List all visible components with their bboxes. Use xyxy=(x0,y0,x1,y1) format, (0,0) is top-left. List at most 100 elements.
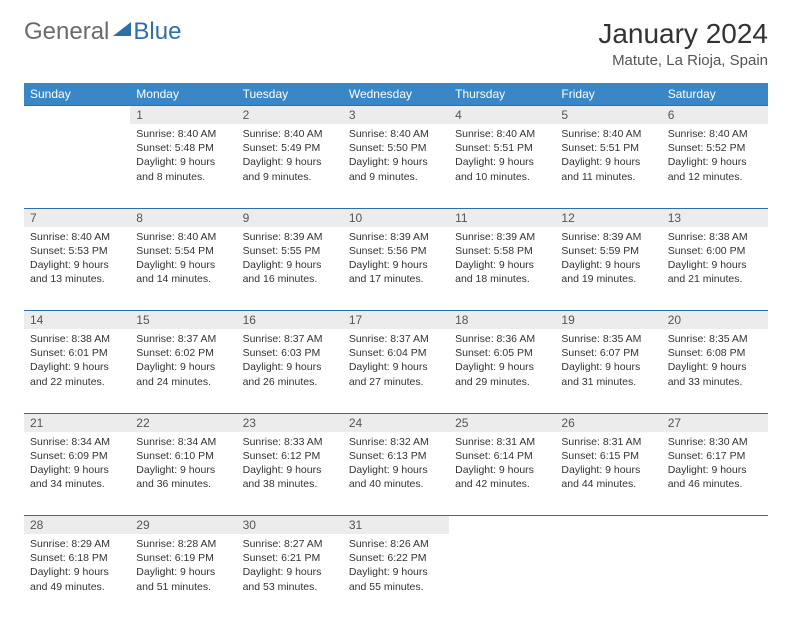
day-content-cell: Sunrise: 8:40 AMSunset: 5:49 PMDaylight:… xyxy=(237,124,343,208)
day-content-cell xyxy=(555,534,661,618)
day-content-cell: Sunrise: 8:34 AMSunset: 6:10 PMDaylight:… xyxy=(130,432,236,516)
day-number-row: 123456 xyxy=(24,106,768,125)
day-content-cell xyxy=(449,534,555,618)
day-content-cell: Sunrise: 8:28 AMSunset: 6:19 PMDaylight:… xyxy=(130,534,236,618)
day-number-cell xyxy=(449,516,555,535)
day-number-cell: 5 xyxy=(555,106,661,125)
sunset-line: Sunset: 5:53 PM xyxy=(30,244,124,258)
day-number-cell: 23 xyxy=(237,413,343,432)
sunset-line: Sunset: 6:22 PM xyxy=(349,551,443,565)
sunrise-line: Sunrise: 8:34 AM xyxy=(136,435,230,449)
sunrise-line: Sunrise: 8:30 AM xyxy=(668,435,762,449)
daylight-line: Daylight: 9 hours and 8 minutes. xyxy=(136,155,230,183)
daylight-line: Daylight: 9 hours and 36 minutes. xyxy=(136,463,230,491)
day-content-cell: Sunrise: 8:37 AMSunset: 6:02 PMDaylight:… xyxy=(130,329,236,413)
daylight-line: Daylight: 9 hours and 14 minutes. xyxy=(136,258,230,286)
day-number-cell xyxy=(24,106,130,125)
day-content-row: Sunrise: 8:29 AMSunset: 6:18 PM Daylight:… xyxy=(24,534,768,618)
day-number-cell: 3 xyxy=(343,106,449,125)
sunrise-line: Sunrise: 8:39 AM xyxy=(349,230,443,244)
sunrise-line: Sunrise: 8:39 AM xyxy=(243,230,337,244)
sunset-line: Sunset: 6:13 PM xyxy=(349,449,443,463)
day-number-cell: 8 xyxy=(130,208,236,227)
daylight-line: Daylight: 9 hours and 55 minutes. xyxy=(349,565,443,593)
day-content-row: Sunrise: 8:38 AMSunset: 6:01 PMDaylight:… xyxy=(24,329,768,413)
weekday-header: Tuesday xyxy=(237,83,343,106)
daylight-line: Daylight: 9 hours and 40 minutes. xyxy=(349,463,443,491)
day-number-cell: 13 xyxy=(662,208,768,227)
sunrise-line: Sunrise: 8:40 AM xyxy=(349,127,443,141)
daylight-line: Daylight: 9 hours and 53 minutes. xyxy=(243,565,337,593)
day-content-cell: Sunrise: 8:39 AMSunset: 5:59 PMDaylight:… xyxy=(555,227,661,311)
sunset-line: Sunset: 5:55 PM xyxy=(243,244,337,258)
day-number-cell: 30 xyxy=(237,516,343,535)
sunset-line: Sunset: 5:58 PM xyxy=(455,244,549,258)
day-number-cell: 27 xyxy=(662,413,768,432)
day-number-cell: 25 xyxy=(449,413,555,432)
sunrise-line: Sunrise: 8:37 AM xyxy=(349,332,443,346)
sunset-line: Sunset: 5:48 PM xyxy=(136,141,230,155)
sunrise-line: Sunrise: 8:40 AM xyxy=(30,230,124,244)
day-number-cell: 24 xyxy=(343,413,449,432)
daylight-line: Daylight: 9 hours and 16 minutes. xyxy=(243,258,337,286)
daylight-line: Daylight: 9 hours and 29 minutes. xyxy=(455,360,549,388)
daylight-line: Daylight: 9 hours and 44 minutes. xyxy=(561,463,655,491)
daylight-line: Daylight: 9 hours and 9 minutes. xyxy=(349,155,443,183)
weekday-header: Thursday xyxy=(449,83,555,106)
daylight-line: Daylight: 9 hours and 38 minutes. xyxy=(243,463,337,491)
sunrise-line: Sunrise: 8:28 AM xyxy=(136,537,230,551)
sunrise-line: Sunrise: 8:31 AM xyxy=(455,435,549,449)
day-number-cell xyxy=(662,516,768,535)
day-content-cell: Sunrise: 8:29 AMSunset: 6:18 PMDaylight:… xyxy=(24,534,130,618)
day-number-cell: 16 xyxy=(237,311,343,330)
daylight-line: Daylight: 9 hours and 31 minutes. xyxy=(561,360,655,388)
sunset-line: Sunset: 6:21 PM xyxy=(243,551,337,565)
sunset-line: Sunset: 6:04 PM xyxy=(349,346,443,360)
logo-text-general: General xyxy=(24,18,109,46)
day-number-cell: 22 xyxy=(130,413,236,432)
day-number-cell: 1 xyxy=(130,106,236,125)
day-content-cell: Sunrise: 8:40 AMSunset: 5:53 PMDaylight:… xyxy=(24,227,130,311)
sunset-line: Sunset: 6:02 PM xyxy=(136,346,230,360)
day-number-cell: 7 xyxy=(24,208,130,227)
sunrise-line: Sunrise: 8:29 AM xyxy=(30,537,124,551)
day-content-cell: Sunrise: 8:31 AMSunset: 6:14 PMDaylight:… xyxy=(449,432,555,516)
day-content-cell: Sunrise: 8:34 AMSunset: 6:09 PMDaylight:… xyxy=(24,432,130,516)
day-number-cell: 9 xyxy=(237,208,343,227)
daylight-line: Daylight: 9 hours and 26 minutes. xyxy=(243,360,337,388)
day-number-cell: 20 xyxy=(662,311,768,330)
day-number-row: 21222324252627 xyxy=(24,413,768,432)
daylight-line: Daylight: 9 hours and 9 minutes. xyxy=(243,155,337,183)
day-content-cell xyxy=(662,534,768,618)
sunrise-line: Sunrise: 8:38 AM xyxy=(30,332,124,346)
daylight-line: Daylight: 9 hours and 27 minutes. xyxy=(349,360,443,388)
sunrise-line: Sunrise: 8:26 AM xyxy=(349,537,443,551)
daylight-line: Daylight: 9 hours and 34 minutes. xyxy=(30,463,124,491)
sunset-line: Sunset: 6:05 PM xyxy=(455,346,549,360)
day-number-cell: 14 xyxy=(24,311,130,330)
sunrise-line: Sunrise: 8:37 AM xyxy=(136,332,230,346)
day-content-cell: Sunrise: 8:40 AMSunset: 5:51 PMDaylight:… xyxy=(555,124,661,208)
title-block: January 2024 Matute, La Rioja, Spain xyxy=(598,18,768,69)
sunset-line: Sunset: 6:18 PM xyxy=(30,551,124,565)
day-number-cell: 28 xyxy=(24,516,130,535)
sunrise-line: Sunrise: 8:40 AM xyxy=(136,127,230,141)
daylight-line: Daylight: 9 hours and 22 minutes. xyxy=(30,360,124,388)
day-number-cell: 11 xyxy=(449,208,555,227)
sunset-line: Sunset: 6:12 PM xyxy=(243,449,337,463)
daylight-line: Daylight: 9 hours and 13 minutes. xyxy=(30,258,124,286)
weekday-header: Monday xyxy=(130,83,236,106)
location: Matute, La Rioja, Spain xyxy=(598,52,768,69)
sunrise-line: Sunrise: 8:32 AM xyxy=(349,435,443,449)
day-content-cell: Sunrise: 8:40 AMSunset: 5:54 PMDaylight:… xyxy=(130,227,236,311)
day-content-cell: Sunrise: 8:37 AMSunset: 6:04 PMDaylight:… xyxy=(343,329,449,413)
day-content-cell: Sunrise: 8:38 AMSunset: 6:01 PMDaylight:… xyxy=(24,329,130,413)
sunset-line: Sunset: 5:56 PM xyxy=(349,244,443,258)
day-content-cell: Sunrise: 8:40 AMSunset: 5:48 PMDaylight:… xyxy=(130,124,236,208)
sunset-line: Sunset: 6:17 PM xyxy=(668,449,762,463)
weekday-header: Saturday xyxy=(662,83,768,106)
day-content-row: Sunrise: 8:40 AMSunset: 5:48 PMDaylight:… xyxy=(24,124,768,208)
daylight-line: Daylight: 9 hours and 24 minutes. xyxy=(136,360,230,388)
sunset-line: Sunset: 6:09 PM xyxy=(30,449,124,463)
day-content-cell xyxy=(24,124,130,208)
